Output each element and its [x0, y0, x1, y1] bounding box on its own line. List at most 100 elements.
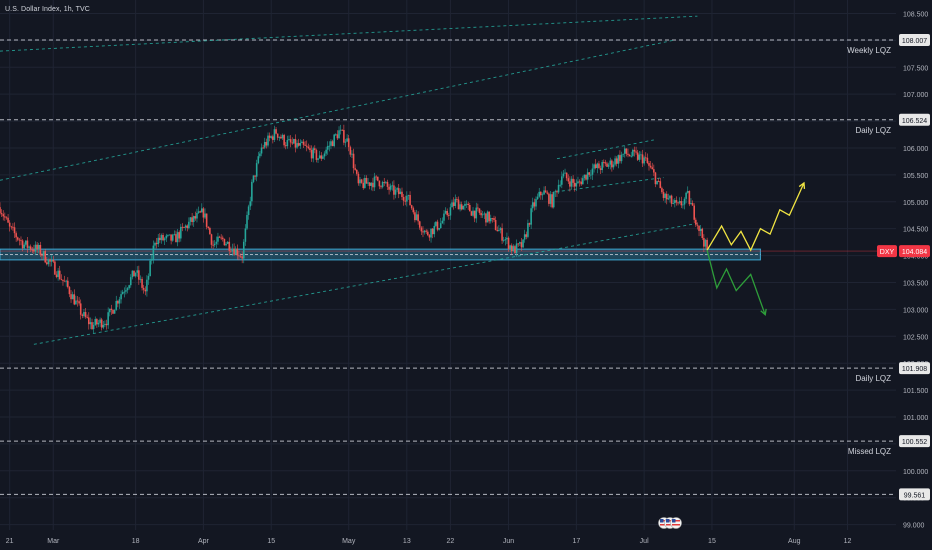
candle-body [186, 225, 189, 229]
candle-body [452, 202, 455, 207]
candle-body [226, 241, 229, 244]
chart-title: U.S. Dollar Index, 1h, TVC [5, 6, 90, 13]
candle-body [470, 211, 473, 216]
candle-body [418, 221, 421, 228]
event-markers[interactable] [658, 517, 682, 529]
candle-body [559, 184, 562, 186]
candle-body [108, 308, 111, 313]
candle-body [33, 249, 35, 252]
candle-body [372, 182, 374, 188]
candle-body [399, 191, 402, 195]
candle-body [341, 129, 344, 131]
candle-body [176, 232, 179, 243]
candle-body [87, 317, 90, 325]
candle-body [325, 149, 327, 154]
candle-body [167, 234, 169, 236]
candle-body [423, 230, 426, 233]
candle-body [265, 141, 268, 146]
candle-body [614, 158, 616, 165]
candle-body [444, 210, 447, 214]
candle-body [201, 208, 203, 213]
candle-body [288, 139, 290, 141]
candle-body [113, 309, 116, 314]
candle-body [562, 173, 565, 177]
candle-body [585, 174, 587, 180]
time-tick-label: 12 [844, 538, 852, 545]
candle-body [244, 228, 247, 242]
candle-body [233, 248, 235, 255]
candle-body [701, 228, 704, 239]
candle-body [554, 191, 557, 192]
candle-body [459, 204, 461, 210]
candle-body [215, 241, 218, 244]
price-axis[interactable]: 99.00099.500100.000100.500101.000101.500… [877, 0, 932, 550]
candle-body [297, 143, 300, 146]
candle-body [123, 291, 126, 293]
candle-body [155, 242, 158, 245]
candle-body [125, 290, 127, 292]
candle-body [60, 279, 63, 280]
candle-body [126, 288, 129, 291]
candle-body [263, 141, 266, 148]
channel-line [33, 222, 698, 345]
candle-body [351, 153, 353, 155]
candle-body [612, 164, 615, 168]
candle-body [117, 300, 119, 304]
time-tick-label: Jul [640, 538, 649, 545]
candle-body [638, 154, 641, 160]
candle-body [604, 162, 607, 164]
candle-body [472, 210, 474, 216]
candle-body [339, 129, 342, 131]
candle-body [695, 219, 697, 225]
channel-line [556, 139, 654, 160]
candle-body [467, 203, 469, 205]
candle-body [365, 177, 368, 184]
candle-body [175, 234, 177, 243]
candle-body [34, 244, 37, 252]
candle-body [242, 241, 245, 259]
candle-body [115, 300, 118, 310]
candle-body [207, 226, 210, 228]
candle-body [107, 312, 109, 326]
time-tick-label: 17 [572, 538, 580, 545]
candle-body [270, 136, 273, 138]
candle-body [691, 203, 694, 206]
candle-body [386, 181, 389, 187]
candle-body [548, 193, 550, 204]
projection-paths [706, 181, 806, 317]
bearish-projection [706, 250, 766, 316]
candle-body [62, 279, 64, 281]
candle-body [538, 191, 541, 197]
candle-body [310, 150, 313, 159]
candle-body [281, 134, 284, 139]
candle-body [217, 236, 219, 242]
candle-body [381, 182, 384, 188]
candle-body [322, 156, 324, 159]
candle-body [564, 172, 566, 174]
candle-body [239, 255, 242, 257]
candle-body [238, 255, 240, 257]
price-tick-label: 102.500 [903, 334, 928, 341]
candle-body [546, 192, 549, 194]
candle-body [247, 206, 250, 216]
candle-body [533, 202, 536, 207]
candle-body [152, 245, 155, 260]
candle-body [141, 278, 143, 288]
candle-body [197, 211, 200, 213]
candle-body [594, 164, 597, 169]
candle-body [28, 246, 30, 248]
candle-body [355, 169, 358, 174]
time-axis[interactable]: 21 Mar 18 Apr 15 May 13 22 Jun 17 Jul 15 Aug 12 [0, 530, 896, 550]
candle-body [228, 241, 231, 251]
candle-body [283, 134, 285, 146]
candle-body [144, 289, 147, 292]
candle-body [496, 230, 499, 232]
candle-body [669, 195, 671, 199]
candle-body [230, 250, 232, 252]
candle-body [170, 234, 172, 241]
candle-body [494, 219, 497, 231]
candle-body [178, 232, 180, 239]
last-price-badge [899, 245, 930, 258]
candle-body [410, 205, 413, 209]
